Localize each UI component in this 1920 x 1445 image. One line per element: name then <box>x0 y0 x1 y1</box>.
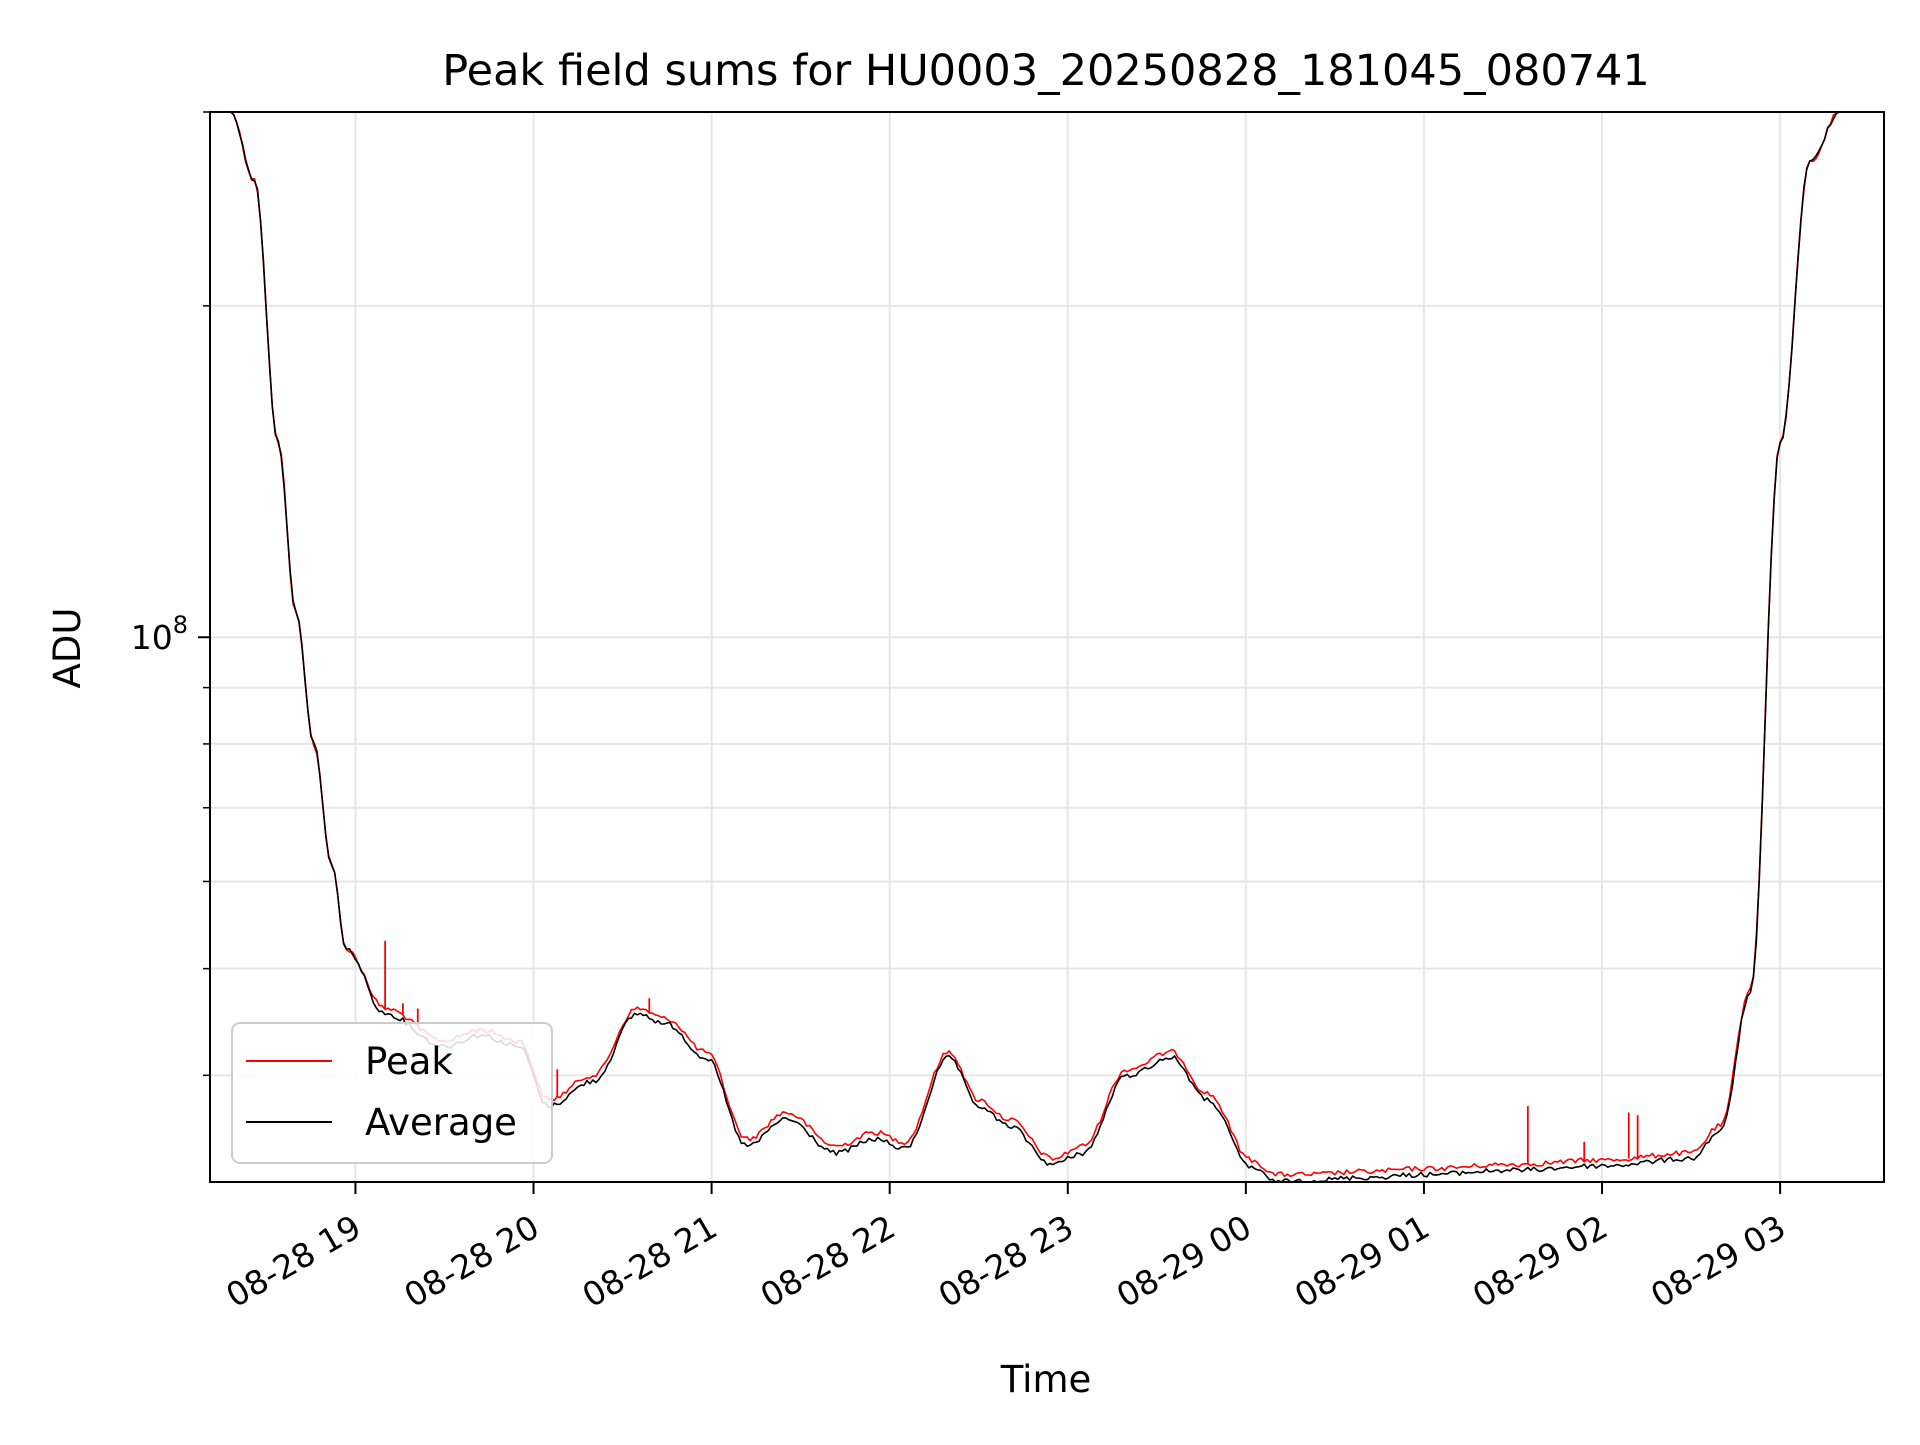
chart-title: Peak field sums for HU0003_20250828_1810… <box>442 46 1650 96</box>
plot-frame <box>209 111 1885 1183</box>
legend-label-peak: Peak <box>365 1040 453 1083</box>
y-axis-label: ADU <box>46 608 89 689</box>
x-axis-label: Time <box>1000 1358 1092 1401</box>
legend-box <box>231 1022 553 1164</box>
y-tick-label: 108 <box>131 611 188 657</box>
legend-label-average: Average <box>365 1101 517 1144</box>
legend: Peak Average <box>231 1022 553 1164</box>
